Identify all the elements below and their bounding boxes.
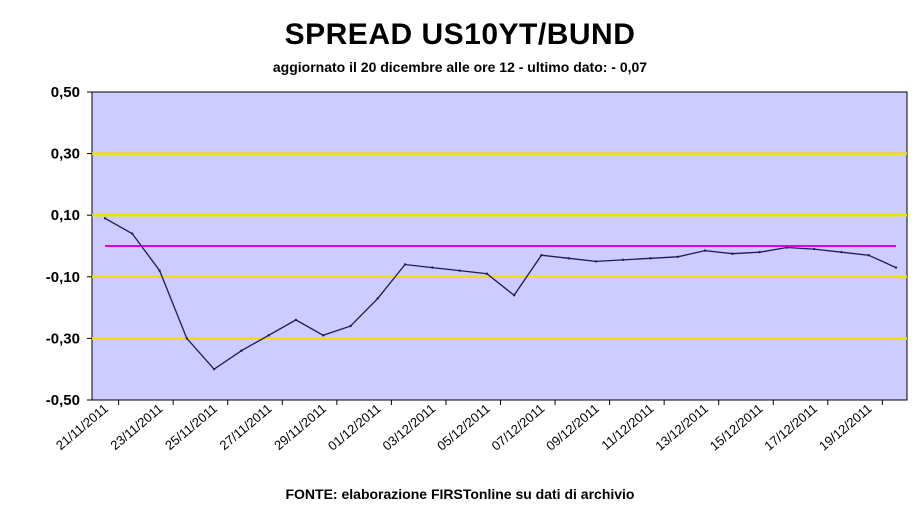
x-tick-label: 09/12/2011 — [543, 401, 602, 454]
y-tick-label: 0,10 — [51, 207, 80, 224]
chart-subtitle: aggiornato il 20 dicembre alle ore 12 - … — [272, 59, 648, 75]
x-tick-label: 19/12/2011 — [816, 401, 875, 454]
grid-lines — [92, 152, 907, 340]
x-tick-label: 27/11/2011 — [217, 401, 275, 453]
y-tick-label: 0,50 — [51, 84, 80, 101]
x-tick-label: 07/12/2011 — [489, 401, 548, 454]
x-tick-labels: 21/11/201123/11/201125/11/201127/11/2011… — [53, 401, 875, 454]
spread-series-line — [104, 217, 897, 371]
y-tick-labels: 0,50 0,30 0,10 -0,10 -0,30 -0,50 — [46, 84, 80, 409]
x-tick-label: 25/11/2011 — [162, 401, 220, 453]
x-tick-label: 13/12/2011 — [652, 401, 711, 454]
y-tick-label: -0,30 — [46, 330, 80, 347]
x-tick-label: 23/11/2011 — [107, 401, 165, 453]
y-tick-label: -0,10 — [46, 269, 80, 286]
x-tick-label: 15/12/2011 — [707, 401, 766, 454]
chart-source-note: FONTE: elaborazione FIRSTonline su dati … — [285, 486, 635, 502]
chart-title: SPREAD US10YT/BUND — [284, 18, 636, 51]
x-tick-label: 05/12/2011 — [434, 401, 493, 454]
x-tick-label: 17/12/2011 — [761, 401, 820, 454]
y-tick-label: -0,50 — [46, 392, 80, 409]
x-tick-label: 01/12/2011 — [325, 401, 384, 454]
y-tick-label: 0,30 — [51, 146, 80, 163]
x-tick-label: 11/12/2011 — [598, 401, 656, 453]
x-tick-label: 29/11/2011 — [271, 401, 329, 453]
x-tick-label: 03/12/2011 — [379, 401, 438, 454]
